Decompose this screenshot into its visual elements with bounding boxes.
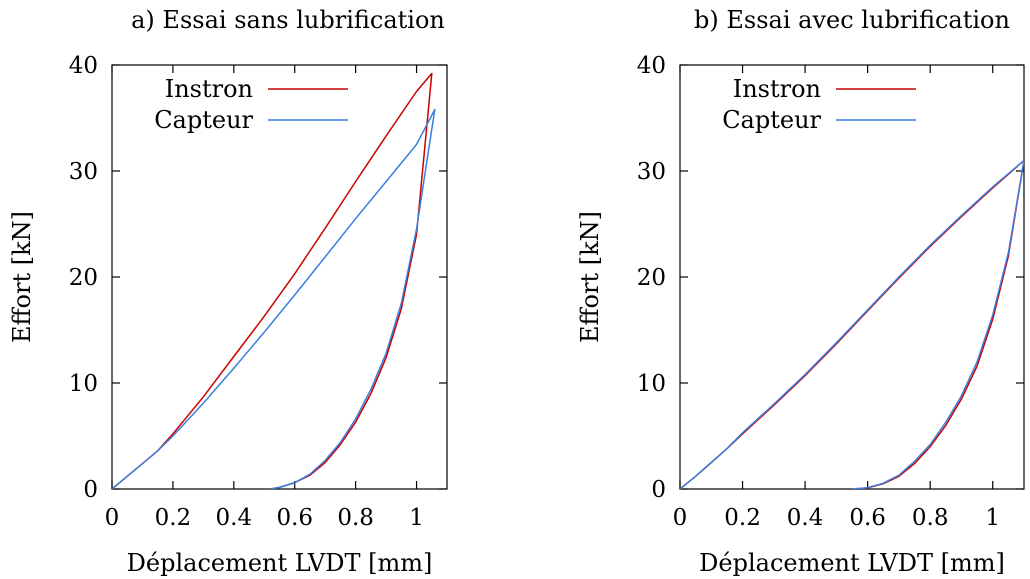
y-tick-label: 30: [637, 159, 666, 185]
y-axis-label: Effort [kN]: [576, 211, 604, 343]
legend-label: Capteur: [722, 106, 821, 134]
x-axis-label: Déplacement LVDT [mm]: [699, 549, 1005, 577]
y-tick-label: 20: [69, 265, 98, 291]
x-tick-label: 0.6: [849, 505, 886, 531]
x-tick-label: 0.8: [912, 505, 949, 531]
series-line-capteur: [680, 159, 1024, 489]
y-tick-label: 0: [83, 477, 98, 503]
x-tick-label: 1: [985, 505, 1000, 531]
y-tick-label: 20: [637, 265, 666, 291]
panel-b: b) Essai avec lubrification 0 0.2 0.4 0.6 0.8…: [576, 6, 1025, 577]
chart-title: b) Essai avec lubrification: [694, 6, 1010, 34]
panel-a: a) Essai sans lubrification 0 0.2 0.4 0.6 0.8…: [8, 6, 448, 577]
x-tick-label: 0.2: [724, 505, 761, 531]
x-tick-label: 0.4: [787, 505, 824, 531]
x-tick-label: 0.6: [276, 505, 313, 531]
y-tick-label: 30: [69, 159, 98, 185]
x-tick-label: 0.4: [216, 505, 253, 531]
y-tick-label: 10: [69, 371, 98, 397]
chart-title: a) Essai sans lubrification: [131, 6, 445, 34]
y-tick-label: 40: [637, 53, 666, 79]
x-tick-label: 0: [105, 505, 120, 531]
series-line-capteur: [112, 108, 436, 489]
series-line-instron: [112, 72, 433, 489]
x-tick-label: 1: [409, 505, 424, 531]
x-axis-label: Déplacement LVDT [mm]: [127, 549, 433, 577]
x-tick-label: 0.8: [337, 505, 374, 531]
legend-label: Instron: [733, 75, 821, 103]
x-tick-label: 0.2: [155, 505, 192, 531]
y-tick-label: 10: [637, 371, 666, 397]
y-tick-label: 0: [651, 477, 666, 503]
y-axis-label: Effort [kN]: [8, 211, 36, 343]
series-line-instron: [680, 159, 1024, 489]
legend-label: Instron: [165, 75, 253, 103]
legend-label: Capteur: [154, 106, 253, 134]
y-tick-label: 40: [69, 53, 98, 79]
x-tick-label: 0: [673, 505, 688, 531]
